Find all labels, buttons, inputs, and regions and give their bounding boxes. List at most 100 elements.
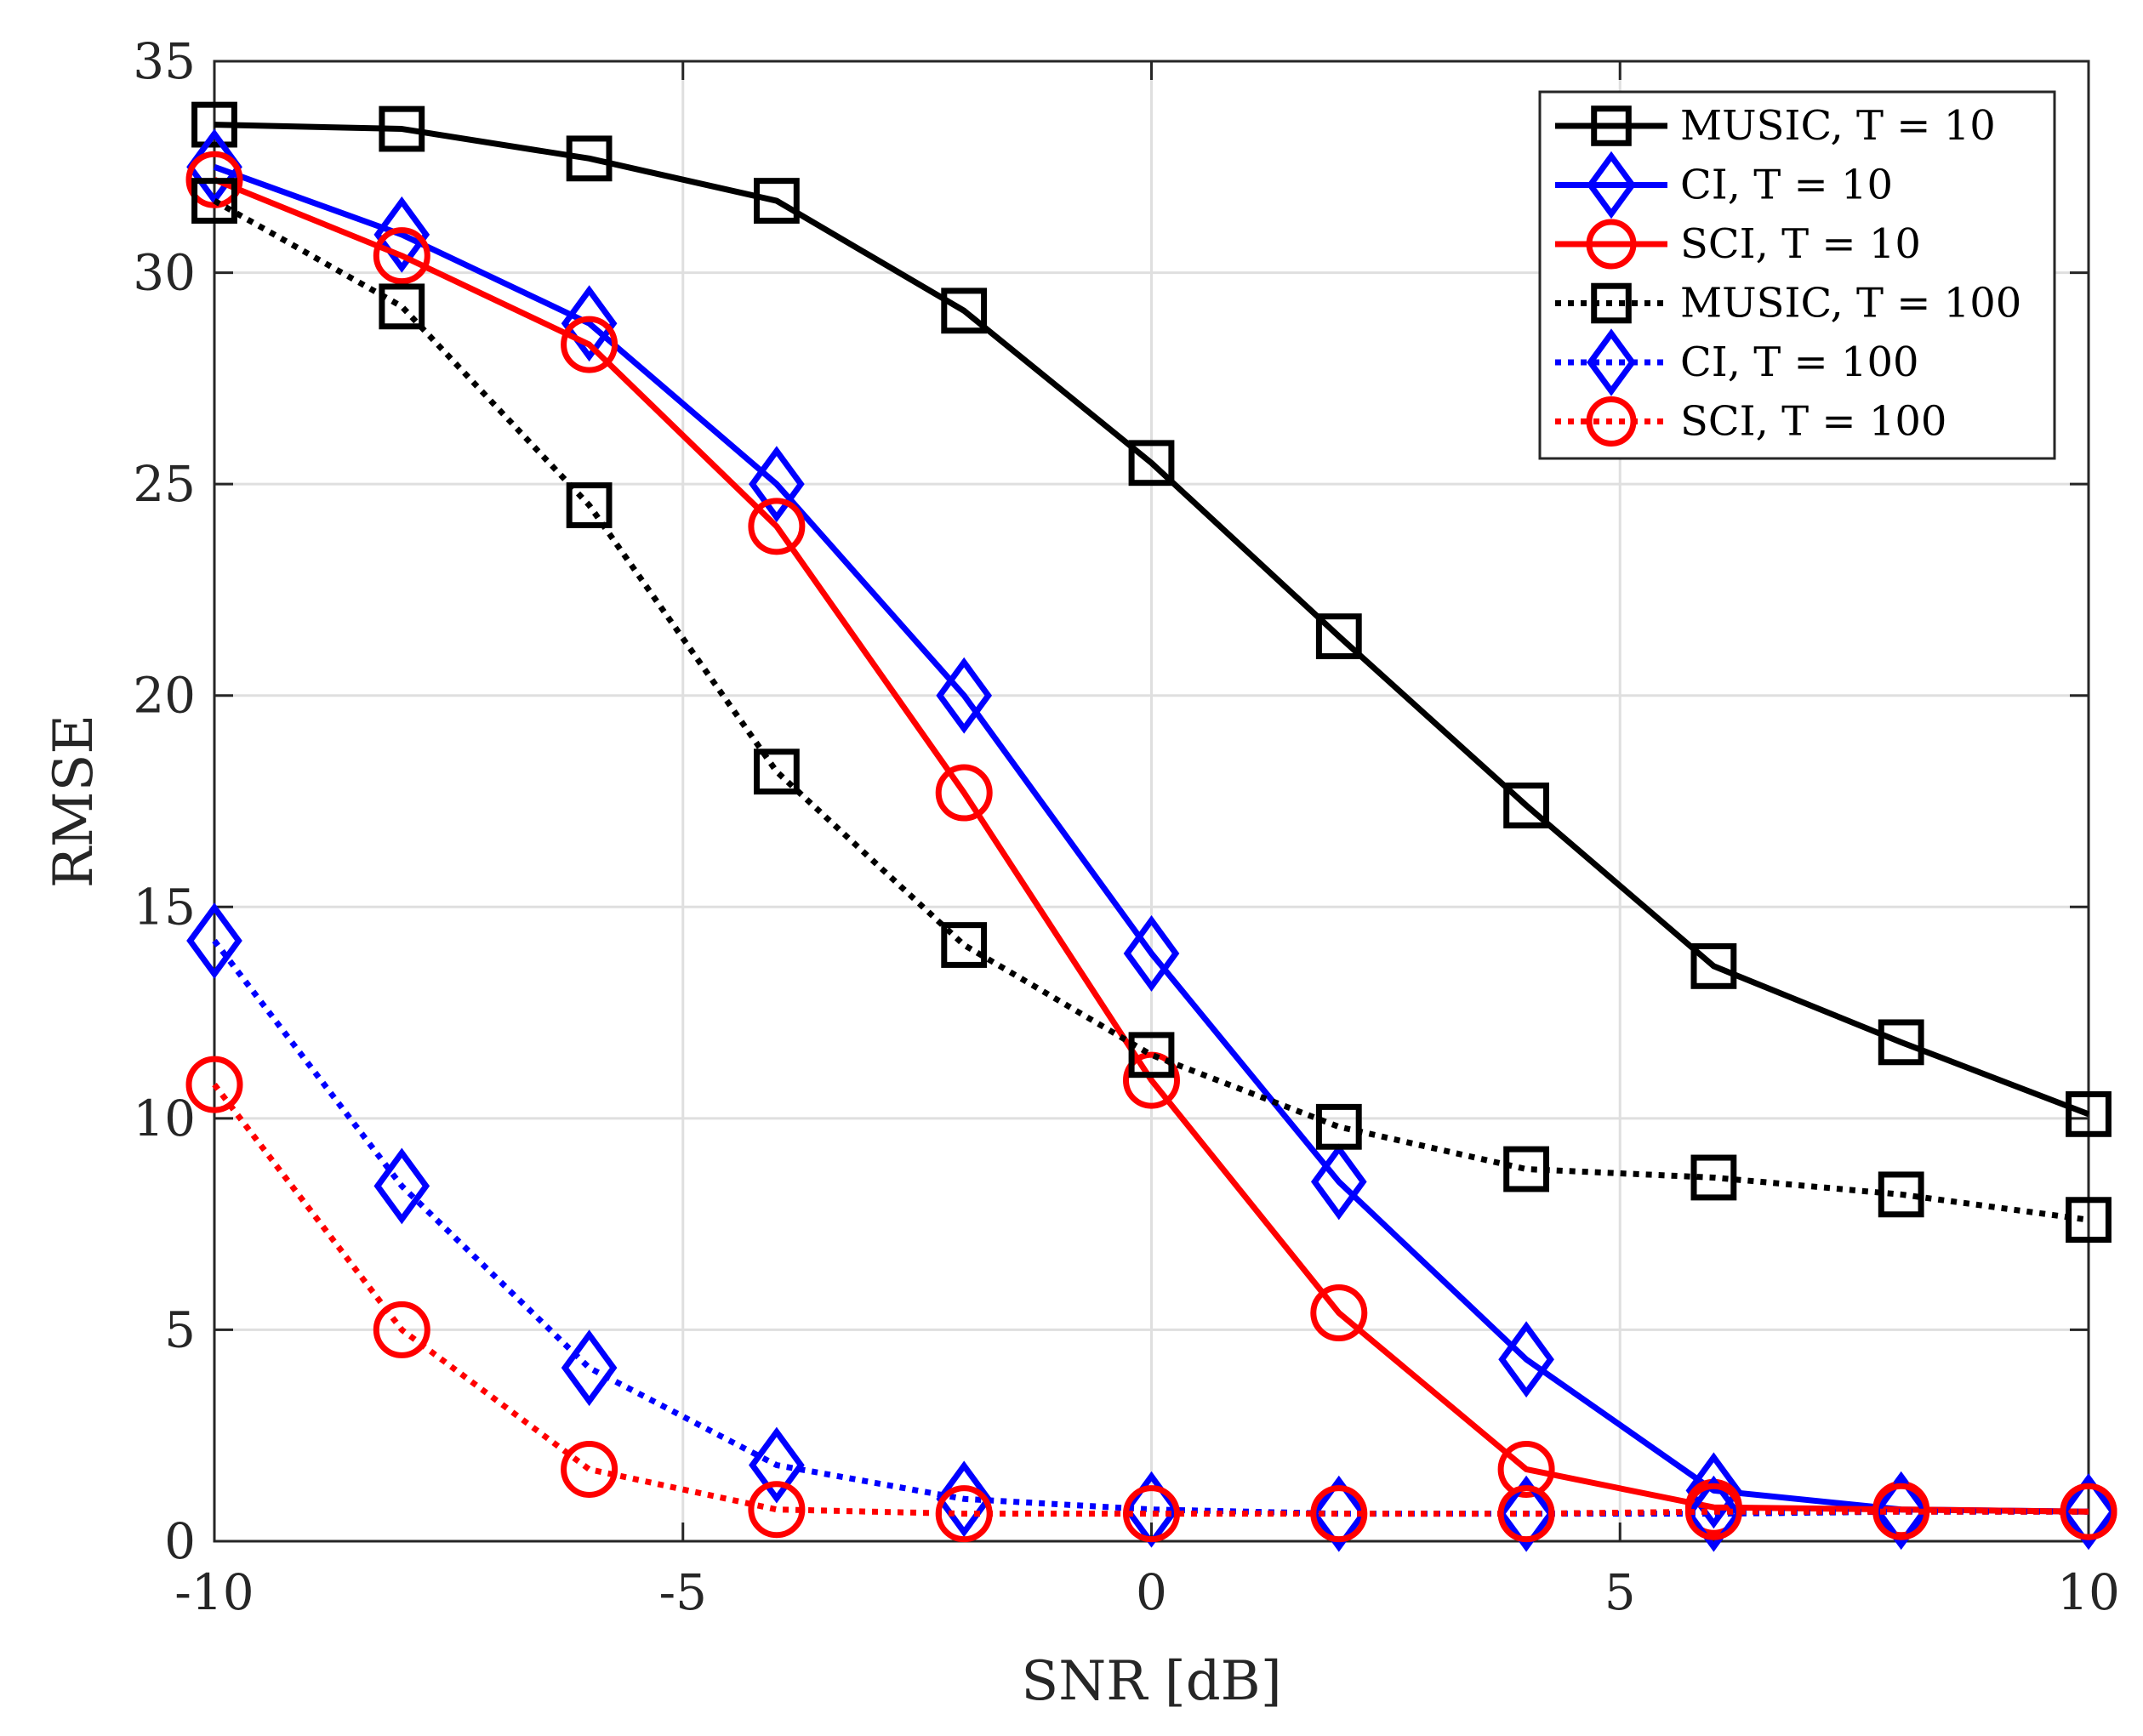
data-point-diamond (936, 1460, 993, 1538)
data-point-square (1503, 783, 1549, 828)
y-axis-label: RMSE (43, 714, 105, 888)
data-point-circle (185, 151, 243, 208)
legend-label: CI, T = 100 (1680, 339, 1919, 386)
data-point-square (566, 135, 613, 182)
legend-item: MUSIC, T = 100 (1555, 280, 2021, 327)
data-point-circle (1310, 1485, 1368, 1543)
data-point-circle (1586, 396, 1637, 447)
series-line (214, 122, 2090, 1118)
legend-label: MUSIC, T = 10 (1680, 102, 1996, 150)
data-point-circle (748, 1481, 806, 1539)
data-point-square (1878, 1171, 1924, 1218)
y-tick-label: 0 (164, 1512, 196, 1570)
data-point-square (191, 101, 237, 148)
data-point-diamond (1685, 1475, 1742, 1552)
data-point-square (1503, 1146, 1549, 1192)
x-axis-label: SNR [dB] (1021, 1650, 1281, 1713)
legend: MUSIC, T = 10 CI, T = 10 SCI, T = 10 MUSIC,… (1538, 90, 2056, 460)
series (185, 101, 2117, 1552)
data-point-circle (561, 1440, 618, 1498)
data-point-circle (1123, 1051, 1180, 1109)
data-point-diamond (1310, 1475, 1367, 1552)
series-0 (191, 101, 2112, 1137)
data-point-square (941, 287, 988, 334)
x-tick-label: 5 (1604, 1563, 1636, 1621)
data-point-circle (748, 498, 806, 555)
data-point-circle (185, 1056, 243, 1113)
data-point-diamond (186, 128, 242, 206)
data-point-square (1315, 613, 1362, 660)
data-point-circle (935, 764, 993, 822)
y-tick-label: 25 (133, 455, 196, 513)
data-point-diamond (373, 1147, 430, 1225)
data-point-square (1591, 282, 1632, 324)
data-point-square (941, 922, 988, 968)
y-tick-label: 10 (133, 1090, 196, 1147)
data-point-circle (373, 227, 430, 285)
data-point-circle (561, 316, 618, 373)
legend-item: SCI, T = 10 (1555, 219, 1921, 270)
data-point-circle (1497, 1485, 1555, 1543)
data-point-square (1128, 1032, 1175, 1079)
data-point-circle (935, 1485, 993, 1543)
data-point-square (2066, 1090, 2112, 1137)
x-tick-label: 0 (1136, 1563, 1167, 1621)
x-tick-label: -5 (659, 1563, 708, 1621)
data-point-square (754, 748, 800, 795)
legend-label: MUSIC, T = 100 (1680, 280, 2021, 327)
data-point-diamond (561, 1329, 618, 1407)
y-tick-label: 15 (133, 878, 196, 936)
legend-label: CI, T = 10 (1680, 162, 1893, 209)
series-line (213, 176, 2089, 1515)
data-point-diamond (1123, 1471, 1180, 1548)
data-point-square (191, 178, 237, 224)
data-point-diamond (1310, 1143, 1367, 1221)
data-point-circle (2060, 1483, 2117, 1540)
y-tick-label: 20 (133, 667, 196, 725)
data-point-diamond (1498, 1475, 1554, 1552)
legend-label: SCI, T = 10 (1680, 220, 1921, 268)
data-point-diamond (1498, 1321, 1554, 1398)
legend-label: SCI, T = 100 (1680, 398, 1946, 446)
data-point-circle (1586, 219, 1637, 270)
y-tick-label: 35 (133, 32, 196, 90)
legend-item: SCI, T = 100 (1555, 396, 1946, 447)
data-point-square (754, 178, 800, 224)
data-point-circle (373, 1301, 430, 1358)
series-line (212, 1082, 2089, 1517)
data-point-square (1128, 440, 1175, 487)
data-point-circle (1497, 1440, 1555, 1498)
data-point-diamond (1586, 328, 1637, 396)
data-point-square (566, 482, 613, 528)
series-5 (185, 1056, 2117, 1543)
legend-item: CI, T = 100 (1555, 328, 1919, 396)
data-point-square (379, 283, 425, 330)
x-tick-label: -10 (174, 1563, 254, 1621)
series-3 (191, 178, 2112, 1244)
data-point-diamond (186, 902, 242, 979)
data-point-diamond (2060, 1473, 2117, 1551)
legend-box (1538, 90, 2056, 460)
data-point-diamond (373, 196, 430, 273)
series-line (213, 163, 2089, 1515)
series-line (213, 198, 2089, 1223)
data-point-diamond (1586, 151, 1637, 219)
legend-item: MUSIC, T = 10 (1555, 102, 1996, 150)
data-point-square (379, 105, 425, 152)
data-point-diamond (936, 657, 993, 734)
data-point-square (2066, 1197, 2112, 1244)
legend-item: CI, T = 10 (1555, 151, 1893, 219)
data-point-diamond (749, 1426, 805, 1504)
y-tick-label: 5 (164, 1301, 196, 1358)
data-point-diamond (1685, 1452, 1742, 1529)
x-axis-ticks: -10 -5 0 5 10 (174, 61, 2120, 1621)
data-point-diamond (561, 285, 618, 362)
data-point-diamond (749, 446, 805, 523)
data-point-diamond (1123, 915, 1180, 992)
data-point-diamond (1872, 1473, 1929, 1551)
series-4 (186, 902, 2117, 1552)
data-point-circle (1123, 1485, 1180, 1543)
x-tick-label: 10 (2057, 1563, 2120, 1621)
data-point-square (1591, 105, 1632, 146)
